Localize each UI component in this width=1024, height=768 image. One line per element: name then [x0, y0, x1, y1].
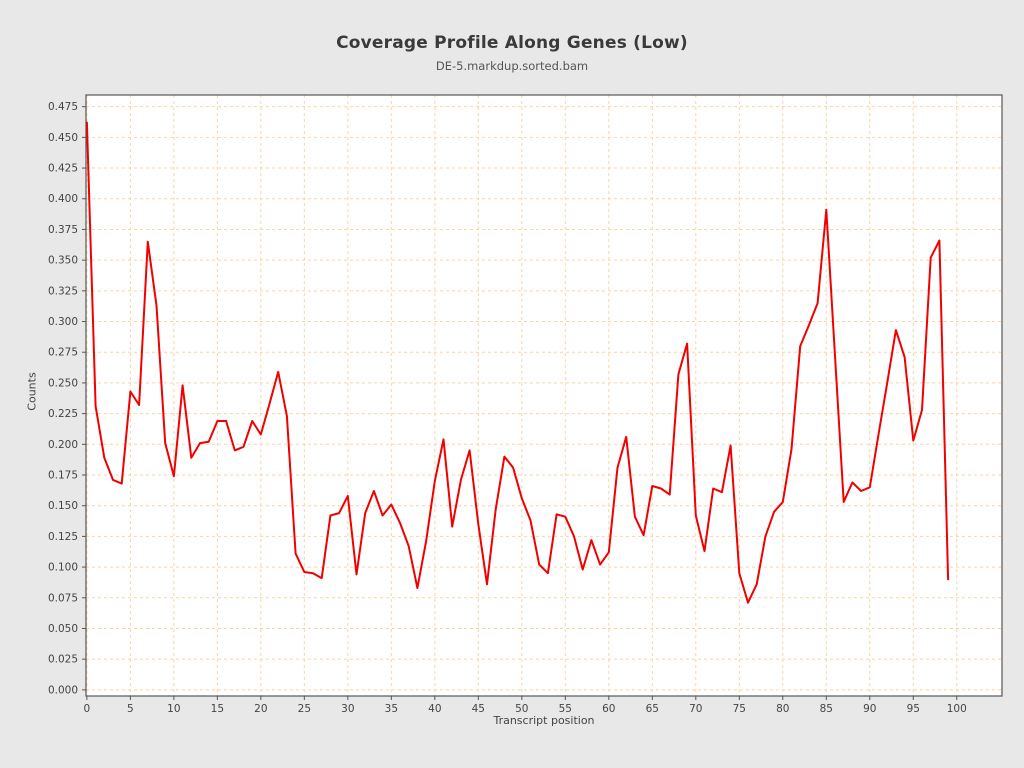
x-tick-label: 55 [559, 703, 572, 715]
x-tick-label: 40 [428, 703, 441, 715]
y-tick-label: 0.425 [48, 163, 78, 175]
x-tick-label: 90 [863, 703, 876, 715]
plot-border [85, 94, 1003, 697]
coverage-line [85, 121, 950, 604]
chart-subtitle: DE-5.markdup.sorted.bam [435, 59, 589, 73]
x-tick-label: 80 [776, 703, 789, 715]
y-tick-label: 0.200 [48, 439, 78, 451]
x-tick-label: 15 [211, 703, 224, 715]
tick-marks [82, 106, 958, 700]
x-tick-label: 5 [127, 703, 134, 715]
y-tick-label: 0.375 [48, 224, 78, 236]
y-tick-label: 0.450 [48, 132, 78, 144]
gridlines [86, 95, 1002, 696]
x-tick-label: 35 [385, 703, 398, 715]
y-tick-label: 0.300 [48, 316, 78, 328]
x-tick-label: 95 [907, 703, 920, 715]
y-tick-label: 0.175 [48, 469, 78, 481]
chart-title: Coverage Profile Along Genes (Low) [336, 33, 688, 53]
x-tick-label: 10 [167, 703, 180, 715]
x-tick-label: 30 [341, 703, 354, 715]
y-tick-label: 0.325 [48, 285, 78, 297]
x-tick-label: 100 [947, 703, 967, 715]
y-tick-label: 0.075 [48, 592, 78, 604]
y-tick-label: 0.225 [48, 408, 78, 420]
y-tick-label: 0.475 [48, 101, 78, 113]
y-tick-label: 0.000 [48, 684, 78, 696]
x-axis-label: Transcript position [493, 714, 595, 727]
y-tick-label: 0.350 [48, 255, 78, 267]
y-tick-label: 0.100 [48, 562, 78, 574]
x-tick-label: 65 [646, 703, 659, 715]
y-tick-label: 0.050 [48, 623, 78, 635]
y-tick-label: 0.275 [48, 347, 78, 359]
x-tick-label: 25 [298, 703, 311, 715]
x-tick-label: 60 [602, 703, 615, 715]
x-tick-label: 70 [689, 703, 702, 715]
y-axis-label: Counts [25, 372, 39, 411]
y-tick-label: 0.400 [48, 193, 78, 205]
x-tick-label: 75 [733, 703, 746, 715]
x-tick-label: 20 [254, 703, 267, 715]
y-tick-label: 0.025 [48, 654, 78, 666]
plot-background [86, 95, 1002, 696]
x-tick-label: 0 [84, 703, 91, 715]
y-tick-label: 0.250 [48, 377, 78, 389]
y-tick-label: 0.150 [48, 500, 78, 512]
x-tick-label: 45 [472, 703, 485, 715]
tick-labels: 0 5 10 15 20 25 30 35 40 45 50 55 60 65 70 75 80 85 90 95 10… [48, 101, 967, 715]
x-tick-label: 85 [820, 703, 833, 715]
y-tick-label: 0.125 [48, 531, 78, 543]
x-tick-label: 50 [515, 703, 528, 715]
